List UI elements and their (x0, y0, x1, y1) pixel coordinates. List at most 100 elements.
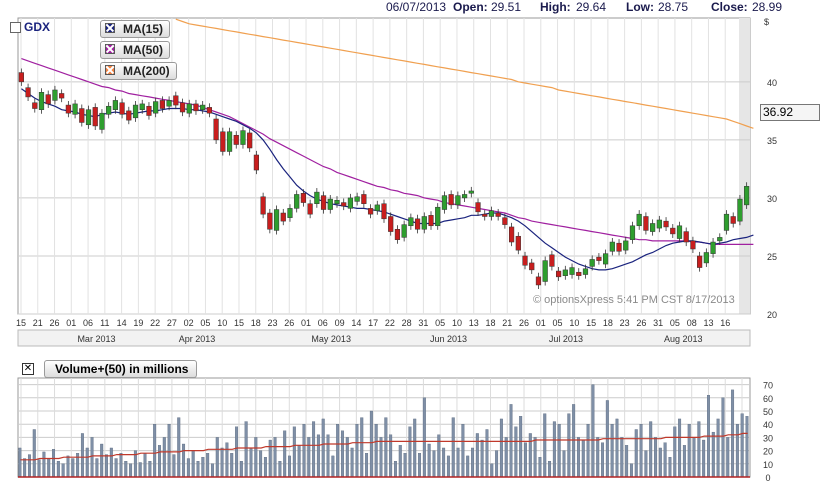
candle-body (582, 268, 589, 275)
candle-body (529, 262, 535, 271)
candle-body (441, 195, 448, 210)
volume-bar (182, 443, 186, 478)
price-x-tick-label: 18 (603, 318, 613, 328)
price-x-tick-label: 13 (703, 318, 713, 328)
volume-bar (504, 437, 508, 478)
volume-y-tick-label: 10 (763, 460, 773, 470)
ma15-label: MA(15) (123, 22, 164, 36)
volume-bar (413, 418, 417, 478)
volume-bar (726, 437, 730, 478)
candle-body (132, 104, 139, 119)
low-value: 28.75 (658, 0, 689, 14)
price-y-tick-label: 25 (767, 252, 777, 262)
volume-bar (422, 397, 426, 478)
ma15-toggle-button[interactable]: MA(15) (100, 20, 171, 38)
price-x-tick-label: 22 (385, 318, 395, 328)
volume-bar (278, 461, 282, 478)
candle-body (475, 202, 481, 213)
ma200-label: MA(200) (123, 64, 170, 78)
price-x-tick-label: 13 (469, 318, 479, 328)
candle-body (280, 212, 286, 222)
ma200-line (175, 18, 754, 129)
volume-bar (341, 430, 344, 478)
volume-bar (312, 421, 316, 478)
ma50-toggle-button[interactable]: MA(50) (100, 41, 171, 59)
volume-bar (461, 424, 465, 478)
volume-bar (254, 437, 258, 478)
price-x-tick-label: 01 (536, 318, 546, 328)
candle-body (623, 240, 629, 251)
volume-chart[interactable]: 0 10 20 30 40 50 60 70 (0, 352, 833, 492)
candle-body (703, 252, 709, 264)
volume-bar (80, 433, 84, 478)
volume-bar (446, 455, 450, 478)
candle-body (495, 212, 501, 217)
price-chart[interactable]: 20 25 30 35 40 15 21 26 01 06 11 14 19 22 27 02 05 10 15 18… (0, 16, 833, 350)
volume-bar (244, 421, 248, 478)
volume-bar (100, 443, 104, 478)
candle-body (307, 203, 313, 215)
volume-y-tick-label: 50 (763, 407, 773, 417)
last-price-tag: 36.92 (760, 104, 820, 121)
month-label: Jun 2013 (430, 334, 467, 344)
volume-bar (326, 434, 330, 478)
volume-bar (321, 418, 325, 478)
candle-body (267, 212, 273, 230)
candle-body (159, 100, 165, 109)
volume-bar (42, 451, 46, 478)
price-x-tick-label: 05 (435, 318, 445, 328)
candle-body (240, 130, 246, 145)
candle-body (18, 72, 24, 83)
volume-bar (186, 458, 190, 478)
volume-bar (350, 447, 354, 478)
volume-bar (201, 457, 205, 478)
volume-bar (427, 443, 431, 478)
volume-header-button[interactable]: Volume+(50) in millions (44, 360, 198, 378)
price-x-tick-label: 11 (100, 318, 109, 328)
low-label: Low: (626, 0, 654, 14)
volume-bar (56, 461, 60, 478)
volume-bar (374, 424, 378, 478)
volume-bar (716, 418, 720, 478)
candle-body (683, 231, 689, 243)
ma200-toggle-button[interactable]: MA(200) (100, 62, 177, 80)
volume-bar (316, 434, 320, 478)
candle-body (314, 191, 320, 204)
candle-body (603, 253, 609, 265)
candle-body (354, 196, 360, 202)
volume-bar (206, 453, 210, 478)
volume-bar (601, 442, 605, 478)
price-x-tick-label: 31 (418, 318, 428, 328)
volume-bar (408, 426, 412, 478)
quote-header: 06/07/2013 Open: 29.51 High: 29.64 Low: … (0, 0, 833, 16)
candle-body (670, 227, 676, 235)
volume-bar (552, 421, 556, 478)
volume-bar (148, 461, 152, 478)
candle-body (106, 105, 112, 115)
ma15-line (21, 88, 754, 271)
volume-bar (745, 416, 749, 478)
volume-close-icon[interactable]: ✕ (22, 363, 34, 375)
volume-y-tick-label: 60 (763, 394, 773, 404)
candle-body (576, 271, 582, 276)
candle-body (166, 100, 172, 107)
candle-body (556, 270, 562, 278)
volume-bar (109, 447, 113, 478)
volume-bar (37, 459, 41, 478)
volume-bar (581, 439, 585, 478)
volume-y-tick-label: 70 (763, 381, 773, 391)
candle-body (45, 94, 51, 105)
gdx-checkbox[interactable] (10, 22, 21, 33)
volume-bar (90, 437, 94, 478)
volume-bar (519, 416, 523, 478)
ma200-swatch-icon (105, 65, 115, 75)
volume-bar (268, 439, 272, 478)
price-x-tick-label: 22 (150, 318, 160, 328)
candle-body (697, 255, 703, 268)
volume-bar (18, 447, 22, 478)
volume-bar (355, 424, 359, 478)
price-x-tick-label: 06 (83, 318, 93, 328)
candle-body (327, 198, 333, 210)
candle-body (126, 110, 132, 121)
candle-body (361, 194, 367, 204)
